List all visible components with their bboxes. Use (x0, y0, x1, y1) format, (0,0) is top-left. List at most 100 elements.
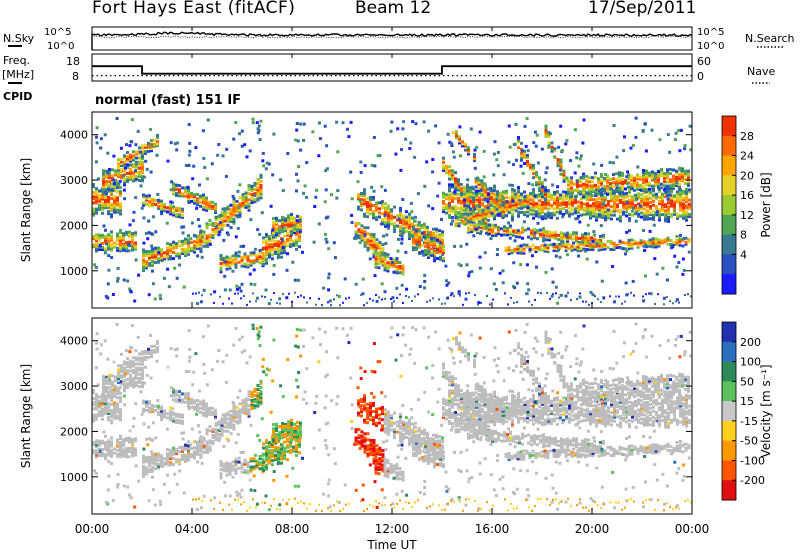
power-cell (551, 235, 554, 239)
velocity-cell (220, 427, 224, 431)
power-cell (279, 178, 283, 182)
power-cell (454, 218, 458, 222)
power-cell (241, 197, 245, 201)
power-cell (527, 235, 530, 239)
power-cell (591, 188, 594, 192)
velocity-cell (181, 392, 184, 396)
power-cell (135, 152, 138, 156)
power-cell (202, 230, 206, 234)
power-cell (226, 223, 230, 227)
power-cell (274, 247, 277, 251)
power-cell (645, 240, 649, 244)
power-ground-cell (534, 299, 536, 301)
velocity-cell (142, 454, 145, 458)
power-cell (547, 145, 551, 149)
power-cell (533, 130, 537, 134)
power-cell (151, 259, 154, 263)
velocity-cell (110, 411, 113, 415)
power-cell (535, 183, 538, 187)
power-cell (676, 194, 679, 198)
power-cell (256, 188, 260, 192)
power-cell (581, 235, 584, 239)
power-cell (606, 192, 609, 196)
power-cell (327, 247, 331, 251)
power-cell (186, 185, 190, 189)
power-ground-cell (201, 294, 203, 297)
power-cell (532, 163, 535, 167)
power-cell (509, 230, 512, 234)
power-cell (244, 196, 248, 200)
power-cell (202, 238, 206, 242)
velocity-cell (196, 407, 199, 411)
velocity-cell (199, 435, 203, 439)
power-cell (196, 201, 199, 205)
velocity-cell (113, 407, 116, 411)
power-cell (630, 178, 633, 182)
power-cell (648, 173, 651, 177)
power-cell (102, 175, 105, 179)
power-cell (598, 200, 601, 204)
power-cell (544, 199, 547, 203)
power-cell (408, 147, 412, 150)
power-cell (595, 214, 598, 218)
power-cell (501, 201, 505, 205)
power-cell (660, 174, 663, 178)
power-cell (274, 252, 277, 255)
power-cell (679, 206, 682, 210)
power-ytick-label: 3000 (60, 174, 88, 187)
velocity-cell (102, 393, 105, 397)
power-cell (135, 150, 138, 154)
power-cell (583, 202, 586, 206)
power-cell (95, 199, 98, 203)
power-cell (554, 236, 557, 240)
power-cell (223, 215, 227, 219)
power-cell (223, 274, 227, 278)
power-cell (473, 229, 476, 233)
velocity-cell (116, 410, 119, 414)
velocity-cell (154, 467, 157, 470)
power-cell (418, 231, 421, 235)
power-cell (618, 241, 622, 245)
power-cell (95, 209, 98, 213)
power-cell (636, 165, 640, 169)
power-cell (116, 200, 119, 204)
power-cell (523, 153, 526, 157)
power-cell (92, 185, 95, 189)
velocity-cell (120, 382, 123, 386)
velocity-cell (142, 464, 145, 468)
power-cell (534, 144, 538, 148)
power-cell (512, 233, 515, 237)
power-cell (148, 254, 151, 257)
power-cell (439, 251, 442, 255)
velocity-cell (256, 404, 260, 408)
power-cell (661, 200, 664, 204)
power-cell (610, 197, 613, 200)
power-cell (541, 200, 544, 204)
power-cell (134, 196, 138, 200)
power-cell (603, 189, 606, 193)
power-cell (454, 205, 457, 208)
power-cell (105, 184, 108, 187)
power-cell (631, 203, 634, 207)
power-cell (393, 205, 396, 209)
power-ground-cell (642, 295, 644, 298)
power-cell (602, 200, 606, 204)
power-cell (477, 180, 481, 184)
power-cell (558, 255, 562, 259)
power-cell (160, 256, 163, 260)
power-cell (232, 211, 236, 215)
power-cell (486, 199, 490, 203)
nsky-label: N.Sky (3, 32, 35, 45)
power-cell (445, 205, 448, 209)
power-cell (155, 153, 159, 157)
power-cell (595, 188, 598, 191)
power-cell (187, 123, 191, 127)
velocity-cell (205, 406, 208, 410)
power-cell (473, 223, 476, 227)
power-cell (199, 249, 203, 253)
power-cell (507, 124, 511, 128)
power-cell (633, 239, 637, 243)
power-cell (126, 279, 130, 283)
velocity-cell (102, 383, 105, 387)
power-cell (576, 247, 580, 251)
